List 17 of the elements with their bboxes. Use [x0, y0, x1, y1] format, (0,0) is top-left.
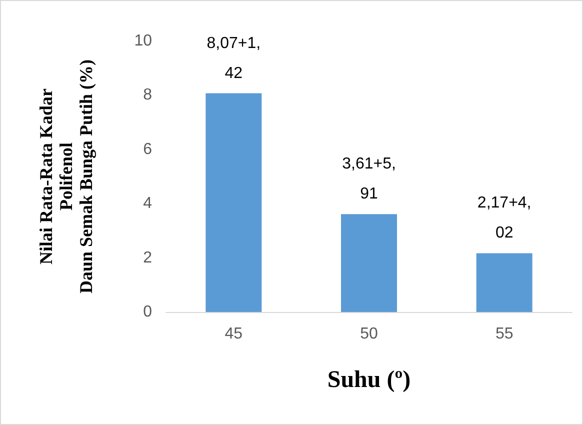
y-tick-label: 10 [134, 32, 152, 50]
x-tick-label: 45 [224, 326, 243, 342]
x-tick-label: 55 [495, 326, 514, 342]
data-label: 8,07+1,42 [206, 34, 261, 82]
y-tick-label: 0 [143, 304, 152, 320]
x-tick-label: 50 [360, 326, 378, 342]
y-tick-label: 4 [143, 195, 152, 212]
data-label: 3,61+5,91 [342, 156, 396, 203]
bar [341, 214, 397, 312]
bar [476, 253, 532, 312]
y-tick-label: 8 [143, 86, 152, 104]
y-tick-label: 2 [143, 249, 152, 266]
y-axis-title: Nilai Rata-Rata Kadar Polifenol Daun Semak Bunga Putih (%) [36, 59, 96, 294]
bar [206, 93, 262, 312]
y-tick-label: 6 [143, 140, 152, 158]
x-axis-title: Suhu (º) [327, 367, 411, 393]
data-label: 2,17+4,02 [477, 194, 532, 242]
